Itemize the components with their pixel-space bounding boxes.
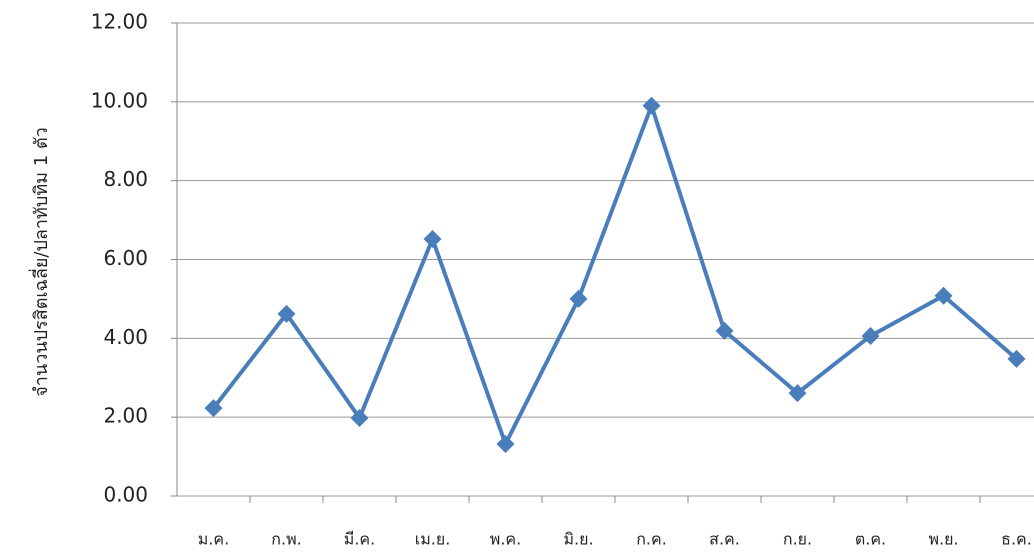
marker <box>204 399 223 418</box>
marker <box>277 304 296 323</box>
marker <box>569 289 588 308</box>
x-tick-label: ก.ค. <box>636 530 667 549</box>
x-tick-label: เม.ย. <box>415 530 451 549</box>
x-tick-label: ก.พ. <box>271 530 301 549</box>
x-tick-label: มี.ค. <box>344 530 375 549</box>
marker <box>788 384 807 403</box>
y-tick-label: 10.00 <box>91 88 148 112</box>
marker <box>1007 349 1026 368</box>
marker <box>496 434 515 453</box>
x-tick-label: ต.ค. <box>855 530 886 549</box>
marker <box>861 326 880 345</box>
y-tick-label: 8.00 <box>103 167 148 191</box>
marker <box>350 408 369 427</box>
x-tick-label: ก.ย. <box>783 530 812 549</box>
y-tick-label: 12.00 <box>91 10 148 34</box>
y-tick-label: 0.00 <box>103 483 148 507</box>
x-tick-label: ธ.ค. <box>1001 530 1032 549</box>
marker <box>423 230 442 249</box>
line <box>211 103 1018 446</box>
marker <box>715 321 734 340</box>
x-tick-label: ม.ค. <box>198 530 229 549</box>
x-tick-label: ส.ค. <box>709 530 740 549</box>
y-tick-label: 6.00 <box>103 246 148 270</box>
x-tick-label: พ.ย. <box>928 530 958 549</box>
marker <box>642 96 661 115</box>
x-tick-label: พ.ค. <box>490 530 521 549</box>
y-tick-label: 4.00 <box>103 325 148 349</box>
y-axis-title: จำนวนปรสิตเฉลี่ย/ปลาทับทิม 1 ตัว <box>28 127 52 396</box>
marker <box>934 286 953 305</box>
x-tick-label: มิ.ย. <box>563 530 593 549</box>
y-tick-label: 2.00 <box>103 404 148 428</box>
